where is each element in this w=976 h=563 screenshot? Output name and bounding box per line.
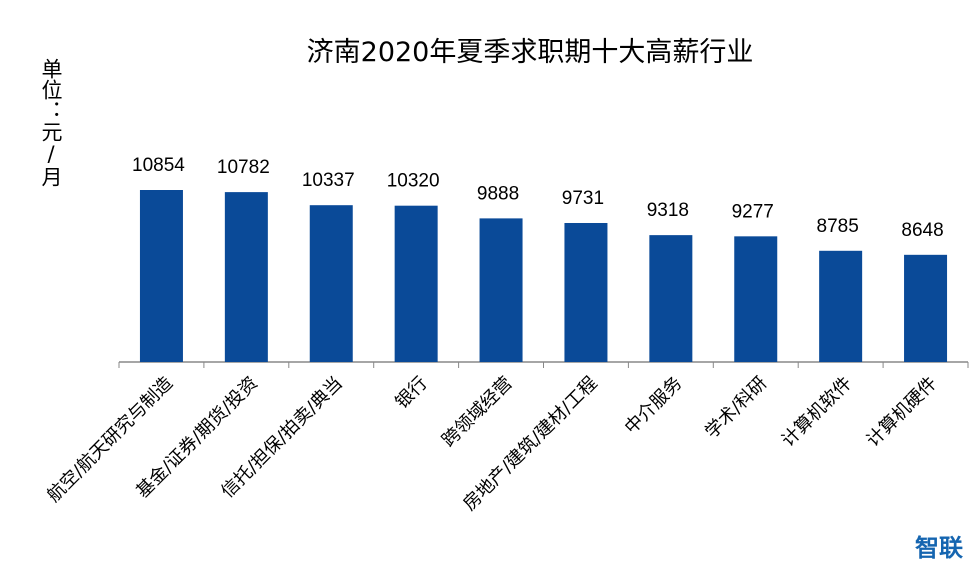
data-label: 8785 (817, 216, 859, 237)
data-label: 9277 (732, 201, 774, 222)
bar (139, 190, 183, 362)
x-tick-label: 跨领域经营 (438, 373, 516, 451)
chart-title: 济南2020年夏季求职期十大高薪行业 (306, 37, 754, 68)
bar (394, 205, 438, 362)
x-tick-label: 计算机软件 (778, 373, 856, 451)
data-label: 10337 (302, 170, 355, 191)
data-label: 8648 (901, 220, 943, 241)
data-label: 9318 (647, 200, 689, 221)
x-tick-label: 计算机硬件 (863, 373, 941, 451)
bar (309, 205, 353, 362)
bar (904, 254, 948, 362)
bar (819, 250, 863, 362)
bar (734, 236, 778, 362)
data-label: 9888 (477, 183, 519, 204)
x-tick-label: 银行 (391, 373, 431, 413)
x-tick-label: 中介服务 (621, 373, 687, 439)
bar (649, 235, 693, 362)
bar (564, 222, 608, 362)
data-label: 10320 (387, 171, 440, 192)
bar (479, 218, 523, 362)
x-tick-label: 学术/科研 (701, 373, 771, 443)
data-label: 10782 (217, 157, 270, 178)
bar (224, 192, 268, 362)
data-label: 9731 (562, 188, 604, 209)
y-axis-label: 单位：元/月 (39, 58, 63, 187)
data-label: 10854 (132, 155, 185, 176)
bar-chart: 10854航空/航天研究与制造10782基金/证券/期货/投资10337信托/担… (43, 155, 969, 515)
